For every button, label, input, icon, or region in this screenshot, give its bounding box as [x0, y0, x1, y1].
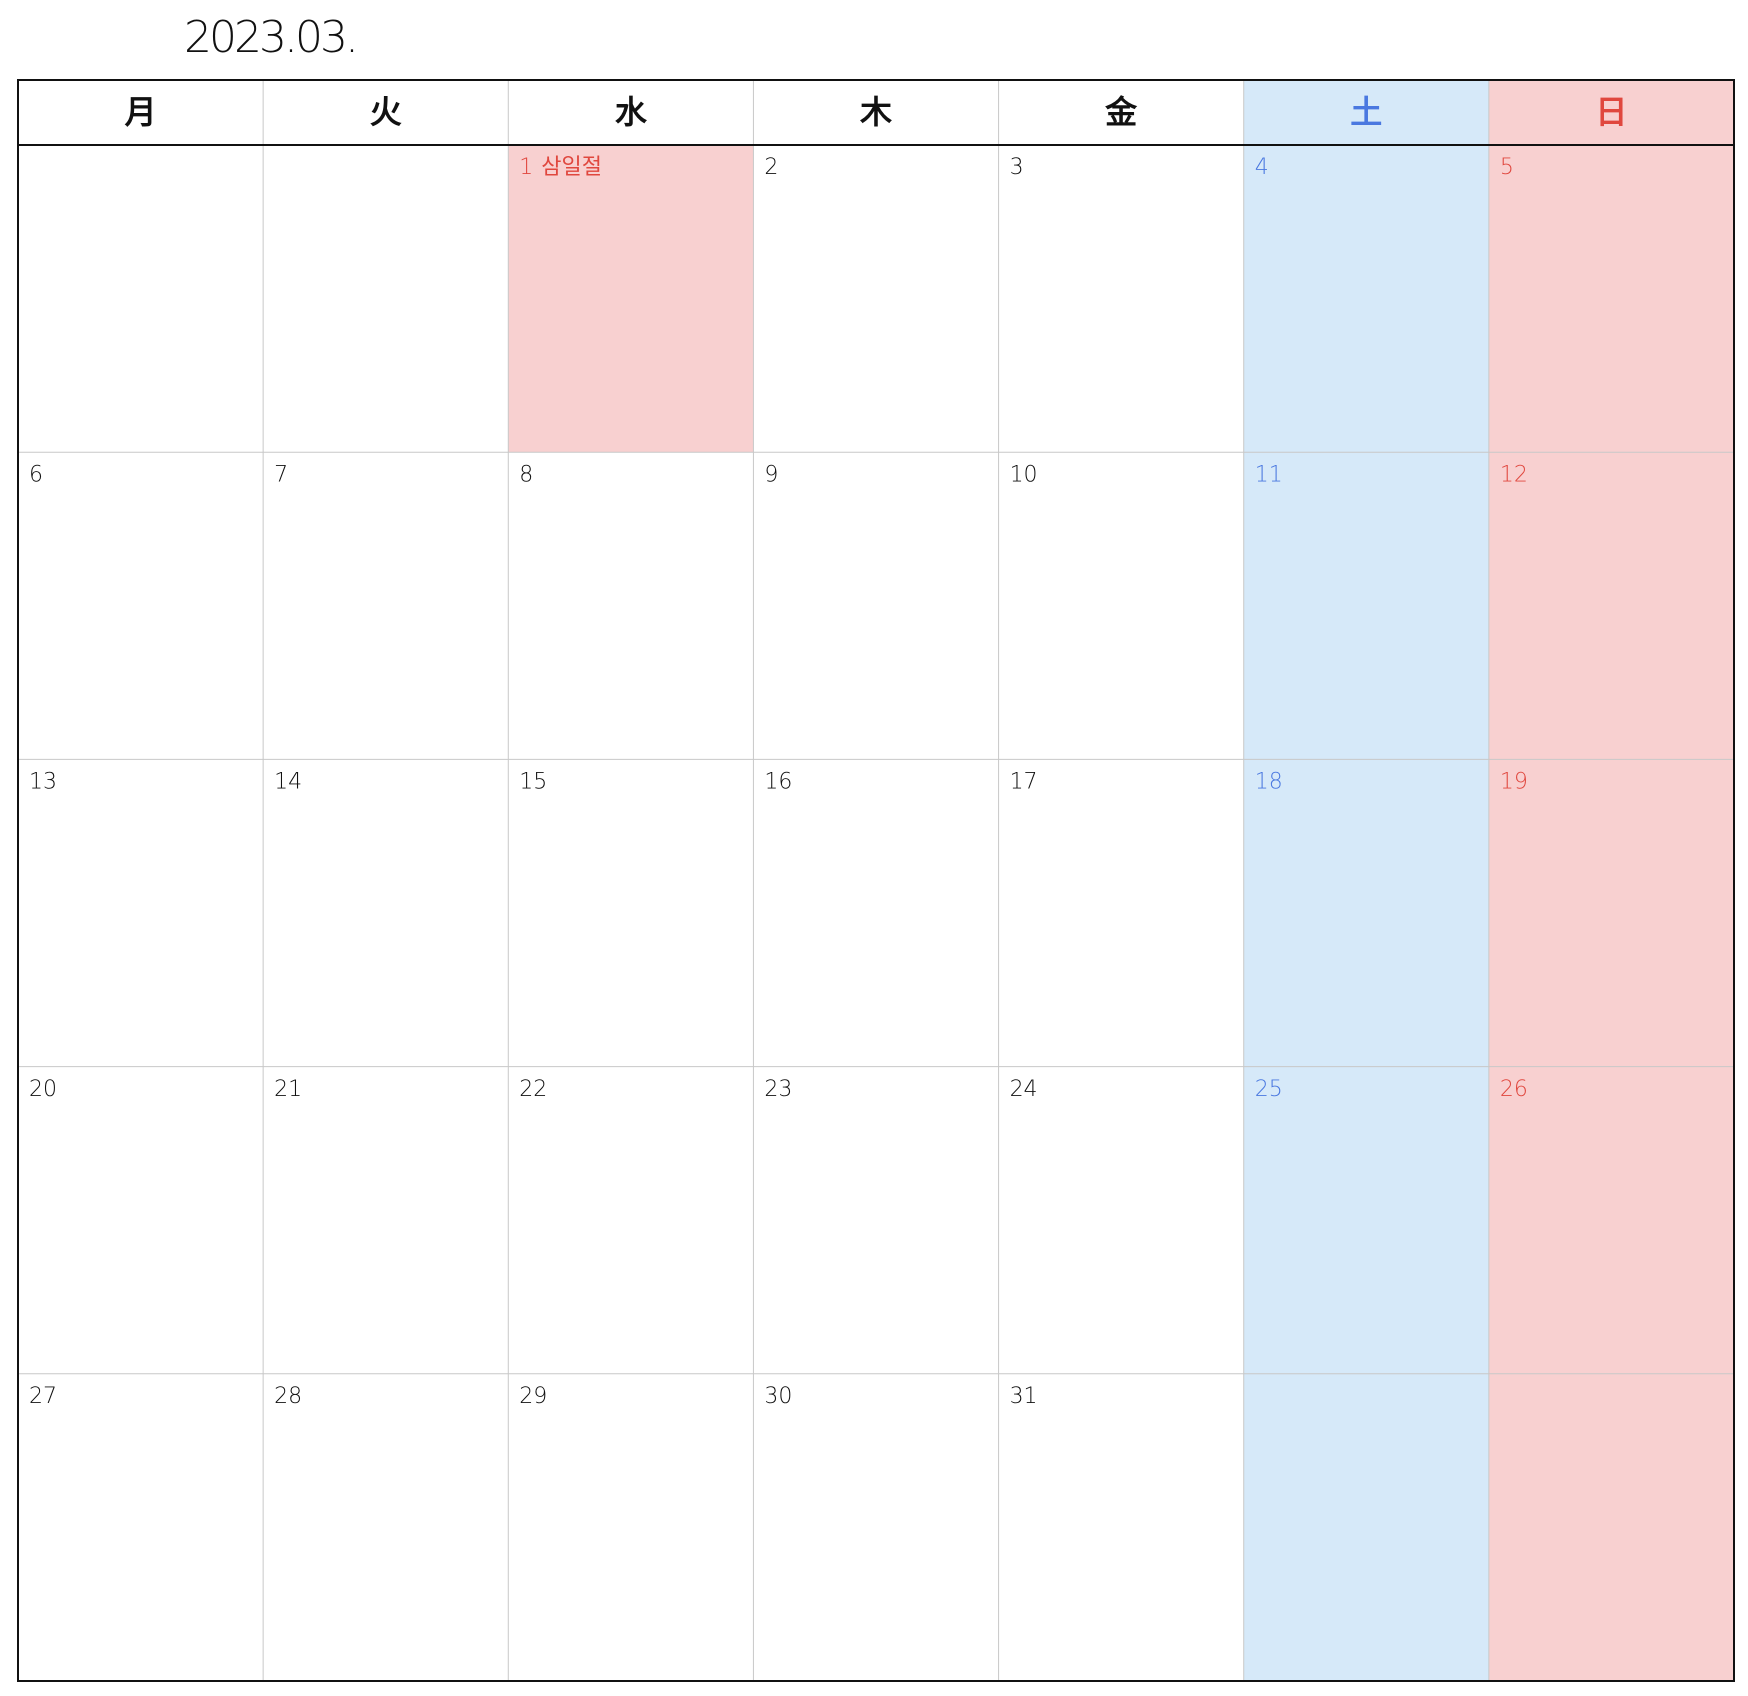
weekday-label: 木	[859, 93, 892, 131]
day-number: 13	[29, 770, 57, 795]
column-bg	[753, 80, 999, 1681]
weekday-label: 日	[1595, 93, 1627, 131]
day-number: 21	[274, 1077, 302, 1102]
day-number: 31	[1010, 1384, 1038, 1409]
day-number: 16	[764, 770, 792, 795]
day-number: 27	[29, 1384, 57, 1409]
column-bg	[18, 80, 264, 1681]
day-number: 17	[1010, 770, 1038, 795]
day-number: 26	[1500, 1077, 1528, 1102]
day-number: 24	[1010, 1077, 1038, 1102]
day-number: 4	[1255, 155, 1269, 180]
day-number: 25	[1255, 1077, 1283, 1102]
column-bg	[1488, 80, 1734, 1681]
day-number: 23	[764, 1077, 792, 1102]
day-number: 11	[1255, 462, 1283, 487]
weekday-label: 月	[125, 93, 157, 131]
day-number: 30	[764, 1384, 792, 1409]
weekday-label: 金	[1104, 93, 1138, 131]
day-number: 10	[1010, 462, 1038, 487]
day-number: 5	[1500, 155, 1514, 180]
day-number: 2	[764, 155, 778, 180]
day-number: 18	[1255, 770, 1283, 795]
day-number: 20	[29, 1077, 57, 1102]
day-number: 9	[764, 462, 778, 487]
day-number: 3	[1010, 155, 1024, 180]
day-number: 19	[1500, 770, 1528, 795]
day-number: 6	[29, 462, 43, 487]
holiday-name: 삼일절	[541, 155, 602, 180]
calendar-border	[17, 79, 1735, 1682]
day-number: 28	[274, 1384, 302, 1409]
day-number: 1	[519, 155, 533, 180]
day-number: 14	[274, 770, 302, 795]
weekday-label: 火	[370, 93, 402, 131]
column-bg	[1243, 80, 1489, 1681]
day-number: 12	[1500, 462, 1528, 487]
weekday-label: 土	[1350, 93, 1382, 131]
day-number: 7	[274, 462, 288, 487]
holiday-bg	[508, 145, 754, 453]
day-number: 8	[519, 462, 533, 487]
month-title: 2023.03.	[184, 12, 356, 63]
day-number: 15	[519, 770, 547, 795]
weekday-label: 水	[615, 93, 648, 131]
day-number: 22	[519, 1077, 547, 1102]
column-bg	[263, 80, 509, 1681]
day-number: 29	[519, 1384, 547, 1409]
column-bg	[998, 80, 1244, 1681]
